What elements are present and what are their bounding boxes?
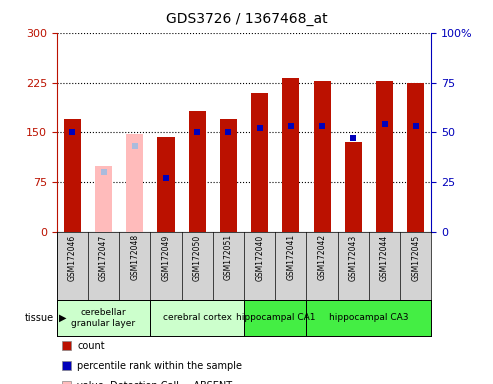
Text: value, Detection Call = ABSENT: value, Detection Call = ABSENT [77,381,233,384]
Text: GSM172043: GSM172043 [349,234,358,281]
Point [381,121,388,127]
Text: GSM172040: GSM172040 [255,234,264,281]
Text: GSM172051: GSM172051 [224,234,233,280]
Point [193,129,201,136]
Bar [57,300,150,336]
Bar [376,81,393,232]
Bar [282,78,299,232]
Point [350,136,357,142]
Text: GSM172041: GSM172041 [286,234,295,280]
Text: ▶: ▶ [59,313,67,323]
Bar [244,300,307,336]
Bar [407,83,424,232]
Bar [251,93,268,232]
Bar [126,134,143,232]
Point [100,169,107,175]
Text: cerebellar
granular layer: cerebellar granular layer [71,308,136,328]
Text: hippocampal CA1: hippocampal CA1 [236,313,315,322]
Bar [307,300,431,336]
Point [256,126,264,132]
Text: GDS3726 / 1367468_at: GDS3726 / 1367468_at [166,12,327,25]
Text: GSM172042: GSM172042 [317,234,326,280]
Bar [95,166,112,232]
Bar [157,137,175,232]
Text: GSM172047: GSM172047 [99,234,108,281]
Point [69,129,76,136]
Text: GSM172049: GSM172049 [162,234,171,281]
Text: GSM172044: GSM172044 [380,234,389,281]
Text: percentile rank within the sample: percentile rank within the sample [77,361,243,371]
Point [412,123,420,129]
Bar [314,81,331,232]
Text: cerebral cortex: cerebral cortex [163,313,232,322]
Point [162,175,170,182]
Point [131,143,139,149]
Text: GSM172045: GSM172045 [411,234,420,281]
Text: count: count [77,341,105,351]
Bar [189,111,206,232]
Point [224,129,232,136]
Point [287,123,295,129]
Text: GSM172048: GSM172048 [130,234,139,280]
Text: GSM172046: GSM172046 [68,234,77,281]
Bar [345,142,362,232]
Bar [64,119,81,232]
Bar [220,119,237,232]
Text: tissue: tissue [25,313,54,323]
Text: GSM172050: GSM172050 [193,234,202,281]
Text: hippocampal CA3: hippocampal CA3 [329,313,409,322]
Bar [150,300,244,336]
Point [318,123,326,129]
